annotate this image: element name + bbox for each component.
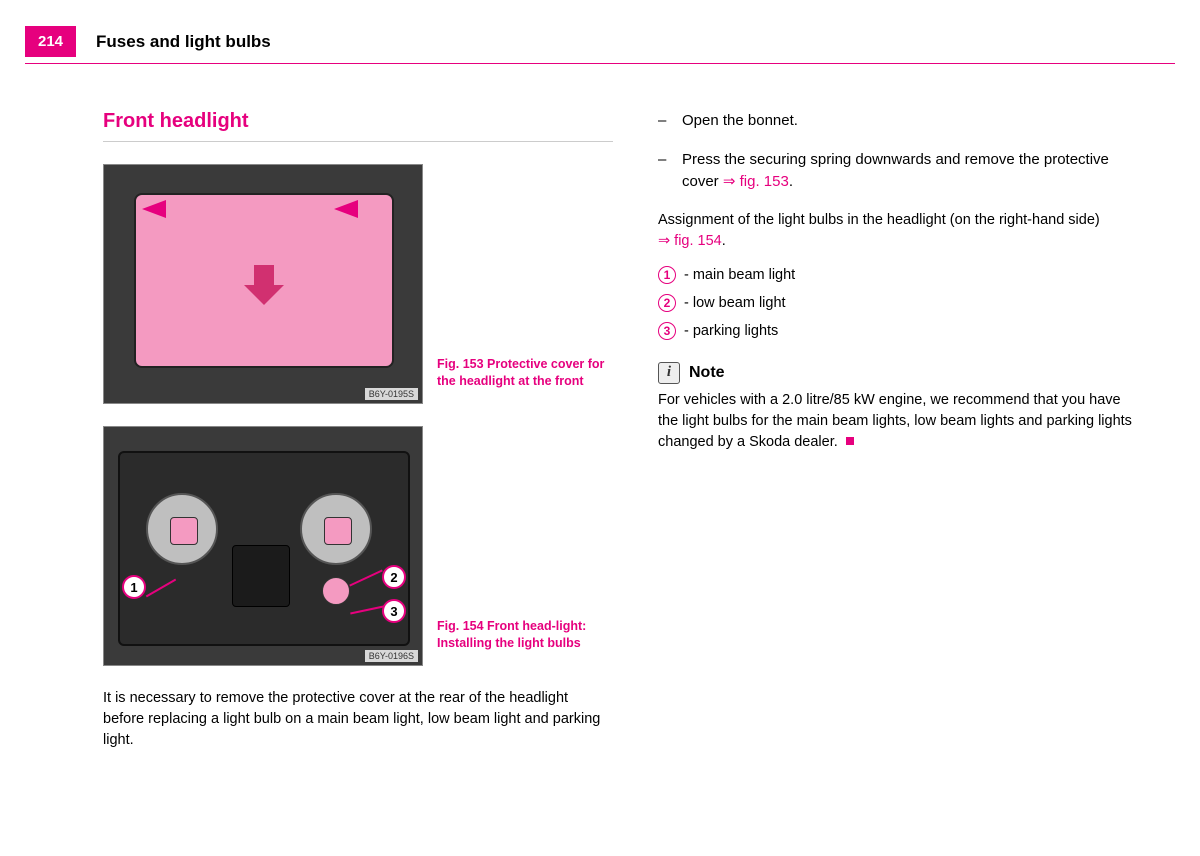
figure-153-image: B6Y-0195S [103, 164, 423, 404]
callout-2: 2 [382, 565, 406, 589]
bulb-assignment-item: 1 - main beam light [658, 266, 1140, 284]
circled-number-icon: 2 [658, 294, 676, 312]
bulb-label: - low beam light [684, 295, 786, 311]
bulb-assignment-item: 3 - parking lights [658, 322, 1140, 340]
section-heading-front-headlight: Front headlight [103, 110, 613, 142]
note-header: i Note [658, 362, 1140, 384]
bulb-socket-2 [300, 493, 372, 565]
step-text: Press the securing spring downwards and … [682, 149, 1140, 194]
figure-154-image: 1 2 3 B6Y-0196S [103, 426, 423, 666]
arrow-ref-icon: ⇒ [658, 233, 670, 249]
step-text: Open the bonnet. [682, 110, 798, 133]
info-icon: i [658, 362, 680, 384]
figure-153-caption: Fig. 153 Protective cover for the headli… [437, 356, 607, 390]
page-number-badge: 214 [25, 26, 76, 57]
figure-154-caption: Fig. 154 Front head-light: Installing th… [437, 618, 607, 652]
left-column: Front headlight B6Y-0195S Fig. 153 Prote… [103, 110, 613, 765]
arrow-ref-icon: ⇒ [723, 173, 736, 190]
callout-1: 1 [122, 575, 146, 599]
page-header: 214 Fuses and light bulbs [25, 26, 1175, 64]
note-block: i Note For vehicles with a 2.0 litre/85 … [658, 362, 1140, 453]
assignment-intro: Assignment of the light bulbs in the hea… [658, 210, 1140, 252]
assignment-suffix: . [722, 233, 726, 249]
instruction-step: – Press the securing spring downwards an… [658, 149, 1140, 194]
connector-block [232, 545, 290, 607]
arrow-left-icon [142, 200, 166, 218]
bulb-socket-1 [146, 493, 218, 565]
dash-bullet: – [658, 110, 682, 133]
bulb-assignment-item: 2 - low beam light [658, 294, 1140, 312]
circled-number-icon: 1 [658, 266, 676, 284]
note-text: For vehicles with a 2.0 litre/85 kW engi… [658, 390, 1140, 453]
bulb-label: - main beam light [684, 267, 795, 283]
circled-number-icon: 3 [658, 322, 676, 340]
chapter-title: Fuses and light bulbs [96, 32, 271, 52]
figure-154-row: 1 2 3 B6Y-0196S Fig. 154 Front head-ligh… [103, 426, 613, 666]
assignment-text: Assignment of the light bulbs in the hea… [658, 212, 1100, 228]
figure-code: B6Y-0195S [365, 388, 418, 400]
callout-3: 3 [382, 599, 406, 623]
note-body: For vehicles with a 2.0 litre/85 kW engi… [658, 392, 1132, 450]
end-of-section-icon [846, 437, 854, 445]
intro-paragraph: It is necessary to remove the protective… [103, 688, 613, 751]
note-title: Note [689, 364, 725, 382]
dash-bullet: – [658, 149, 682, 194]
instruction-step: – Open the bonnet. [658, 110, 1140, 133]
bulb-socket-3 [322, 577, 350, 605]
figure-153-row: B6Y-0195S Fig. 153 Protective cover for … [103, 164, 613, 404]
figure-reference-link[interactable]: fig. 154 [670, 233, 722, 249]
bulb-label: - parking lights [684, 323, 778, 339]
page-content: Front headlight B6Y-0195S Fig. 153 Prote… [103, 110, 1140, 765]
right-column: – Open the bonnet. – Press the securing … [658, 110, 1140, 765]
arrow-left-icon [334, 200, 358, 218]
figure-reference-link[interactable]: fig. 153 [735, 173, 788, 190]
step-text-suffix: . [789, 173, 793, 190]
figure-code: B6Y-0196S [365, 650, 418, 662]
arrow-down-icon [244, 265, 284, 305]
